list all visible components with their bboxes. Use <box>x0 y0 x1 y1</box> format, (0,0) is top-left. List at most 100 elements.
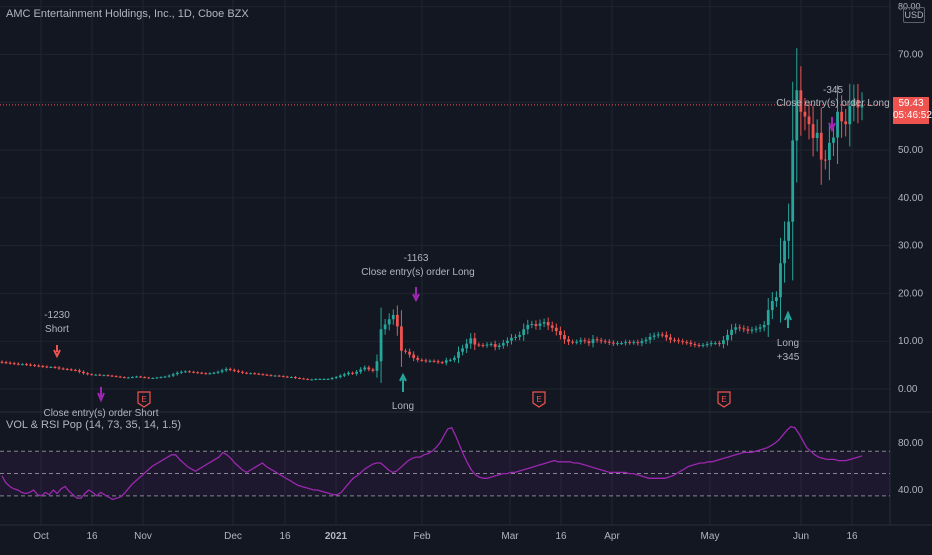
candle <box>607 341 611 343</box>
candle <box>754 328 758 330</box>
earnings-marker[interactable] <box>717 391 731 408</box>
candle <box>20 364 24 366</box>
candle <box>82 371 85 374</box>
earnings-marker-label: E <box>536 395 541 404</box>
candle <box>0 361 4 363</box>
candle <box>102 375 106 377</box>
candle <box>298 378 301 380</box>
candle <box>681 341 685 343</box>
annotation-label: -345 <box>823 85 843 96</box>
price-axis-label: 0.00 <box>898 384 918 395</box>
candle <box>844 121 848 125</box>
candle <box>453 357 456 360</box>
candle <box>249 373 253 375</box>
candle <box>652 335 656 337</box>
candle <box>591 339 595 344</box>
candle <box>795 90 799 141</box>
time-axis-label: May <box>701 531 720 542</box>
annotation-label: -1163 <box>404 253 429 264</box>
time-axis-label: 16 <box>846 531 858 542</box>
candle <box>306 378 310 380</box>
earnings-marker[interactable] <box>532 391 546 408</box>
candle <box>118 376 122 378</box>
candle <box>159 377 163 379</box>
candle <box>685 342 689 344</box>
candle <box>65 368 69 370</box>
candle <box>473 338 477 345</box>
candle <box>261 374 265 376</box>
candle <box>848 106 852 125</box>
candle <box>815 132 819 139</box>
candle <box>726 334 729 341</box>
annotation-label: Close entry(s) order Short <box>43 408 158 419</box>
candle <box>656 334 660 336</box>
candle <box>624 342 628 344</box>
candle <box>522 329 526 335</box>
candle <box>526 324 530 330</box>
time-axis-label: 16 <box>555 531 567 542</box>
candle <box>587 341 591 344</box>
candle <box>155 377 159 379</box>
candle <box>257 373 261 375</box>
candle <box>481 345 485 347</box>
annotation-label: +345 <box>777 352 800 363</box>
candle <box>294 377 297 379</box>
candle <box>265 374 269 376</box>
candle <box>534 323 538 326</box>
candle <box>750 329 754 331</box>
candle <box>620 343 623 345</box>
candle <box>126 377 130 379</box>
candle <box>139 376 142 378</box>
candle <box>705 344 709 346</box>
time-axis-label: Dec <box>224 531 242 542</box>
close-arrow <box>412 287 420 303</box>
annotation-label: Long <box>777 338 799 349</box>
candle <box>832 137 835 143</box>
candle <box>192 371 195 373</box>
candle <box>648 336 652 340</box>
candle <box>57 367 61 369</box>
candle <box>232 369 236 371</box>
candle <box>836 111 839 138</box>
candle <box>179 371 183 373</box>
candle <box>184 371 187 373</box>
candle <box>216 371 220 373</box>
candle <box>595 339 599 341</box>
time-axis-label: 16 <box>279 531 291 542</box>
annotation-label: Close entry(s) order Long <box>361 267 474 278</box>
candle <box>245 372 248 374</box>
currency-button[interactable]: USD <box>903 7 925 23</box>
candle <box>391 314 395 320</box>
candle <box>212 372 216 374</box>
candle <box>41 366 45 368</box>
earnings-marker[interactable] <box>137 391 151 408</box>
candle <box>746 329 750 331</box>
candle <box>583 340 587 342</box>
candle <box>330 378 334 380</box>
candle <box>660 334 664 336</box>
candle <box>122 377 126 379</box>
candle <box>241 371 244 373</box>
candle <box>342 374 346 376</box>
candle <box>775 297 778 302</box>
candle <box>448 359 452 361</box>
time-axis-label: Mar <box>501 531 519 542</box>
candle <box>224 368 228 371</box>
candle <box>636 342 640 344</box>
candle <box>461 348 464 352</box>
candle <box>383 324 387 330</box>
candle <box>204 373 208 375</box>
candle <box>616 343 619 345</box>
candle <box>730 329 733 335</box>
close-arrow <box>97 387 105 403</box>
time-axis-label: 2021 <box>325 531 348 542</box>
candle <box>571 341 575 343</box>
candle <box>611 342 615 344</box>
candle <box>318 378 322 380</box>
candle <box>644 339 648 342</box>
candle <box>485 344 489 346</box>
candle <box>546 322 550 326</box>
candle <box>277 375 281 377</box>
candle <box>791 140 795 222</box>
